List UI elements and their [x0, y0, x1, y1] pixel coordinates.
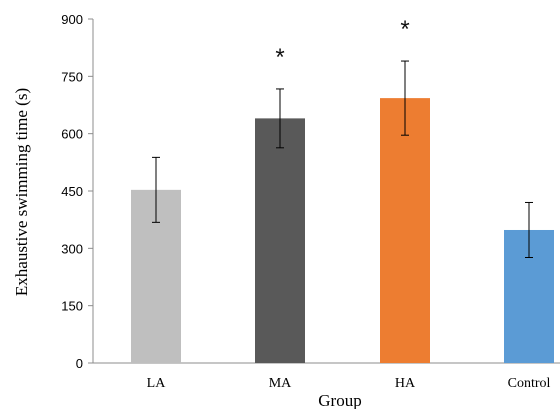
x-tick-label-control: Control — [508, 376, 551, 391]
y-tick-label: 150 — [61, 299, 83, 314]
y-axis-title: Exhaustive swimming time (s) — [12, 88, 31, 296]
y-tick-label: 450 — [61, 184, 83, 199]
bar-ha — [380, 98, 430, 364]
bar-ma — [255, 118, 305, 363]
y-axis: 0 150 300 450 600 750 900 — [61, 12, 94, 371]
x-tick-label-ma: MA — [269, 376, 292, 391]
x-tick-label-ha: HA — [395, 376, 416, 391]
y-tick-label: 900 — [61, 12, 83, 27]
significance-asterisk: * — [400, 16, 409, 43]
x-tick-label-la: LA — [147, 376, 167, 391]
y-tick-label: 0 — [76, 356, 83, 371]
y-tick-label: 750 — [61, 69, 83, 84]
y-tick-label: 600 — [61, 127, 83, 142]
x-axis-title: Group — [318, 391, 361, 409]
error-bars — [152, 60, 533, 259]
significance-markers: ** — [275, 16, 409, 71]
category-labels: LA MA HA Control — [147, 376, 551, 391]
significance-asterisk: * — [275, 44, 284, 71]
y-tick-label: 300 — [61, 241, 83, 256]
bars — [131, 98, 554, 364]
